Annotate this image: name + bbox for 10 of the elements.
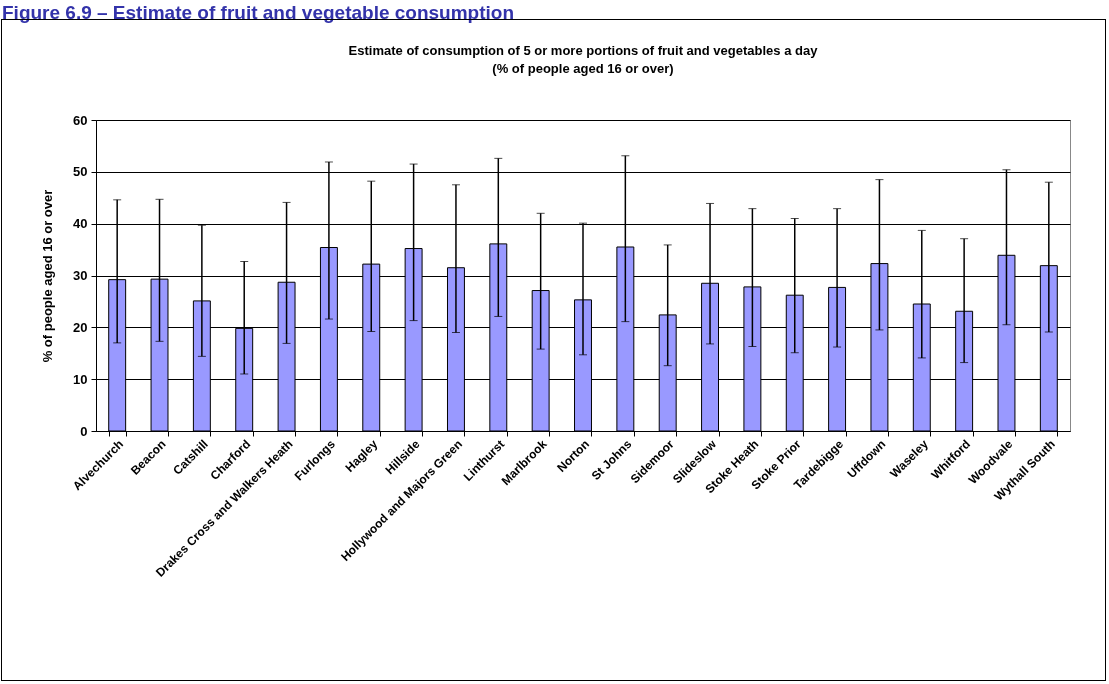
chart-subtitle: Estimate of consumption of 5 or more portions of fruit and vegetables a day (% of people aged 16 or over) — [348, 43, 819, 76]
y-axis-title: % of people aged 16 or over — [40, 189, 56, 363]
y-tick-label: 10 — [73, 371, 88, 387]
y-tick-label: 50 — [73, 164, 88, 180]
y-tick-label: 30 — [73, 268, 88, 283]
y-tick-label: 0 — [80, 423, 88, 439]
y-tick-label: 40 — [73, 216, 88, 232]
y-tick-label: 60 — [73, 112, 88, 128]
chart-title: Figure 6.9 – Estimate of fruit and vegetable consumption — [1, 1, 516, 24]
y-tick-label: 20 — [73, 319, 88, 335]
